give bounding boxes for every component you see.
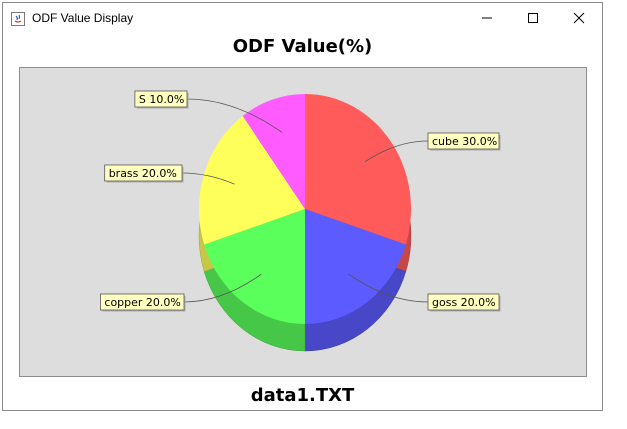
pie-slice-copper[interactable] [204, 209, 305, 324]
slice-label-goss: goss 20.0% [432, 296, 496, 309]
minimize-button[interactable] [464, 3, 510, 33]
slice-label-cube: cube 30.0% [432, 135, 497, 148]
maximize-icon [528, 13, 538, 23]
pie-slice-brass[interactable] [198, 115, 305, 245]
pie-slice-s[interactable] [242, 94, 305, 209]
slice-label-brass: brass 20.0% [109, 167, 177, 180]
label-leader-line [181, 172, 235, 185]
pie-slice-goss[interactable] [305, 209, 406, 324]
label-leader-line [186, 98, 283, 133]
label-leader-line [364, 140, 429, 163]
pie-slice-cube[interactable] [305, 94, 411, 245]
pie-chart: cube 30.0% goss 20.0% copper 20.0% brass 20… [100, 90, 501, 352]
label-shadow [106, 167, 184, 183]
label-shadow [430, 296, 501, 312]
label-shadow [136, 93, 189, 109]
app-window: ODF Value Display ODF Value(%) cube 30.0… [2, 2, 603, 411]
title-bar[interactable]: ODF Value Display [3, 3, 602, 33]
window-title: ODF Value Display [32, 11, 134, 25]
slice-label-box [134, 90, 188, 108]
label-leader-line [348, 273, 429, 303]
slice-label-copper: copper 20.0% [104, 296, 180, 309]
slice-label-box [427, 293, 500, 311]
label-shadow [430, 135, 501, 151]
slice-label-box [100, 293, 185, 311]
chart-title: ODF Value(%) [232, 36, 373, 57]
label-shadow [102, 296, 186, 312]
slice-label-box [104, 164, 183, 182]
close-icon [573, 12, 585, 24]
slice-label-s: S 10.0% [139, 93, 184, 106]
chart-subtitle: data1.TXT [250, 385, 355, 406]
maximize-button[interactable] [510, 3, 556, 33]
slice-label-box [427, 132, 500, 150]
close-button[interactable] [556, 3, 602, 33]
plot-area: cube 30.0% goss 20.0% copper 20.0% brass 20… [19, 67, 587, 377]
java-app-icon [11, 11, 25, 26]
minimize-icon [482, 17, 492, 19]
pie-slices [198, 94, 411, 324]
pie-labels: cube 30.0% goss 20.0% copper 20.0% brass 20… [100, 90, 501, 312]
label-leader-line [183, 273, 262, 303]
